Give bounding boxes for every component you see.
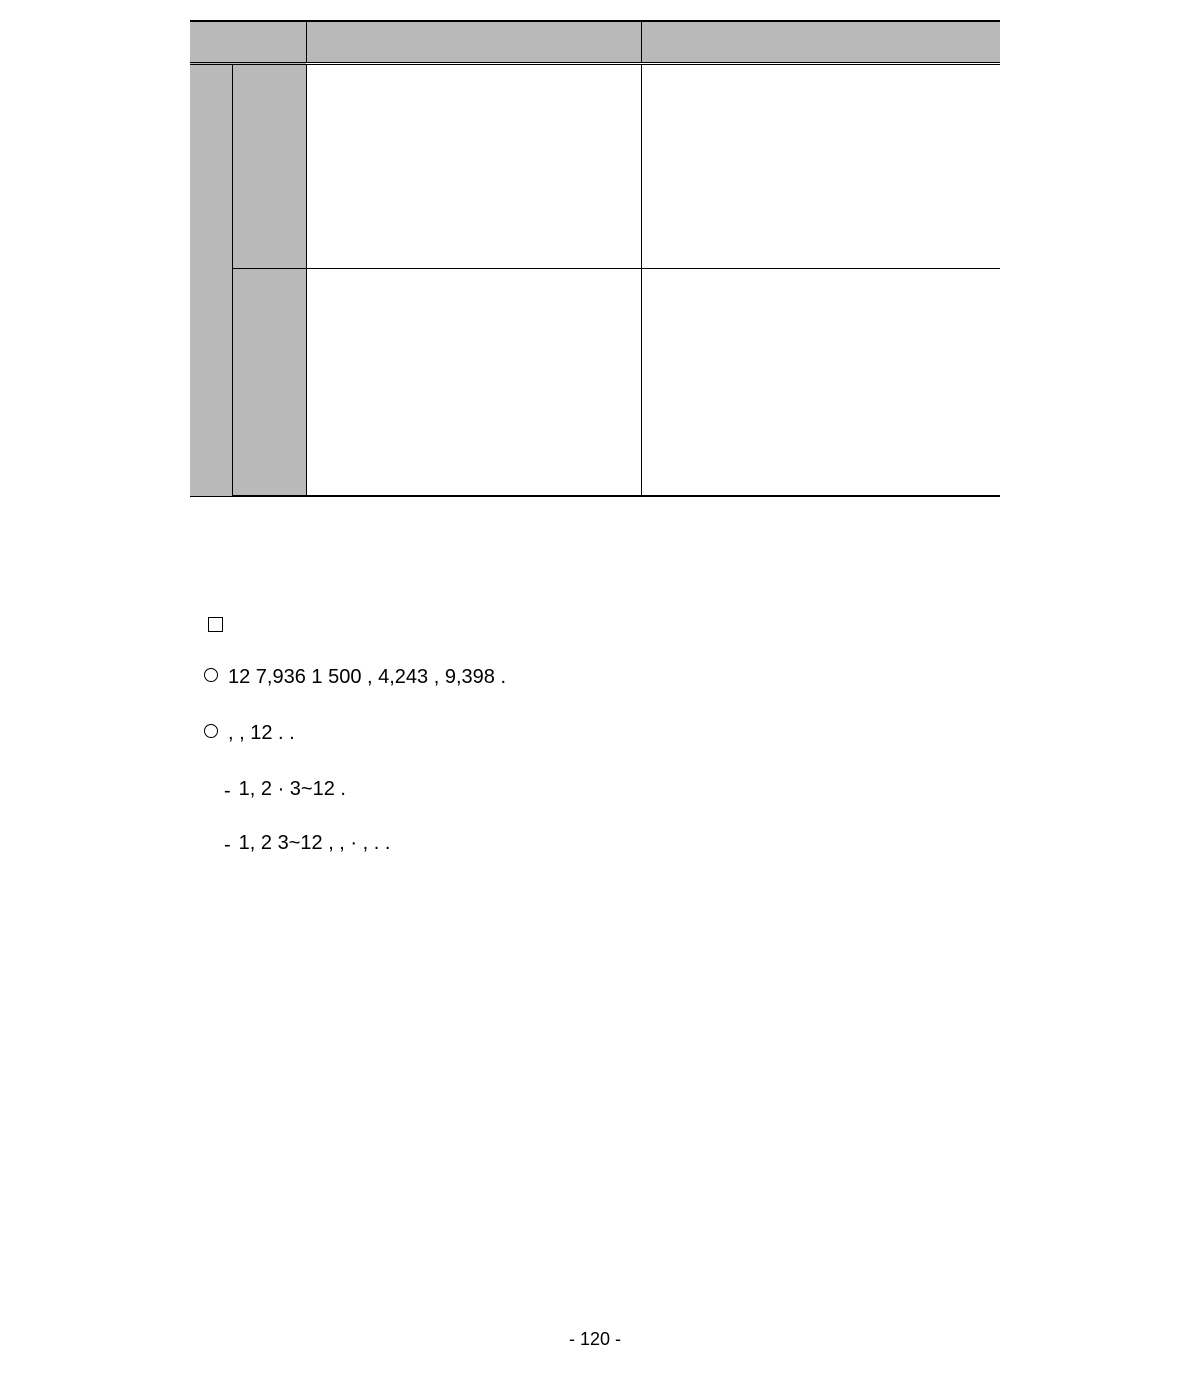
paragraph-text: 12 7,936 1 500 , 4,243 , 9,398 .: [224, 658, 506, 696]
top-table: [190, 20, 1000, 497]
table-row: [190, 268, 1000, 496]
page-number: - 120 -: [0, 1329, 1190, 1350]
paragraph: 12 7,936 1 500 , 4,243 , 9,398 .: [190, 658, 1000, 696]
circle-bullet-icon: [204, 668, 218, 682]
sub-item: - 1, 2 3~12 , , · , . .: [190, 824, 1000, 864]
row1-col4: [641, 63, 1000, 268]
header-cell-2: [306, 21, 641, 63]
header-cell-3: [641, 21, 1000, 63]
paragraph-text: , , 12 . .: [224, 714, 295, 752]
row2-col4: [641, 268, 1000, 496]
row1-col3: [306, 63, 641, 268]
dash-bullet-icon: -: [224, 824, 231, 864]
row2-col3: [306, 268, 641, 496]
row1-label: [232, 63, 306, 268]
sub-item-text: 1, 2 · 3~12 .: [239, 770, 346, 810]
rowspan-cell: [190, 63, 232, 496]
header-cell-1: [190, 21, 306, 63]
body-text-region: 12 7,936 1 500 , 4,243 , 9,398 . ,: [190, 617, 1000, 878]
table-row: [190, 63, 1000, 268]
section-heading: [190, 617, 1000, 632]
row2-label: [232, 268, 306, 496]
circle-bullet-icon: [204, 724, 218, 738]
data-table: [190, 20, 1000, 497]
sub-item: - 1, 2 · 3~12 .: [190, 770, 1000, 810]
square-bullet-icon: [208, 617, 223, 632]
paragraph: , , 12 . .: [190, 714, 1000, 752]
sub-item-text: 1, 2 3~12 , , · , . .: [239, 824, 391, 864]
dash-bullet-icon: -: [224, 770, 231, 810]
table-header-row: [190, 21, 1000, 63]
page: 12 7,936 1 500 , 4,243 , 9,398 . ,: [0, 0, 1190, 1386]
